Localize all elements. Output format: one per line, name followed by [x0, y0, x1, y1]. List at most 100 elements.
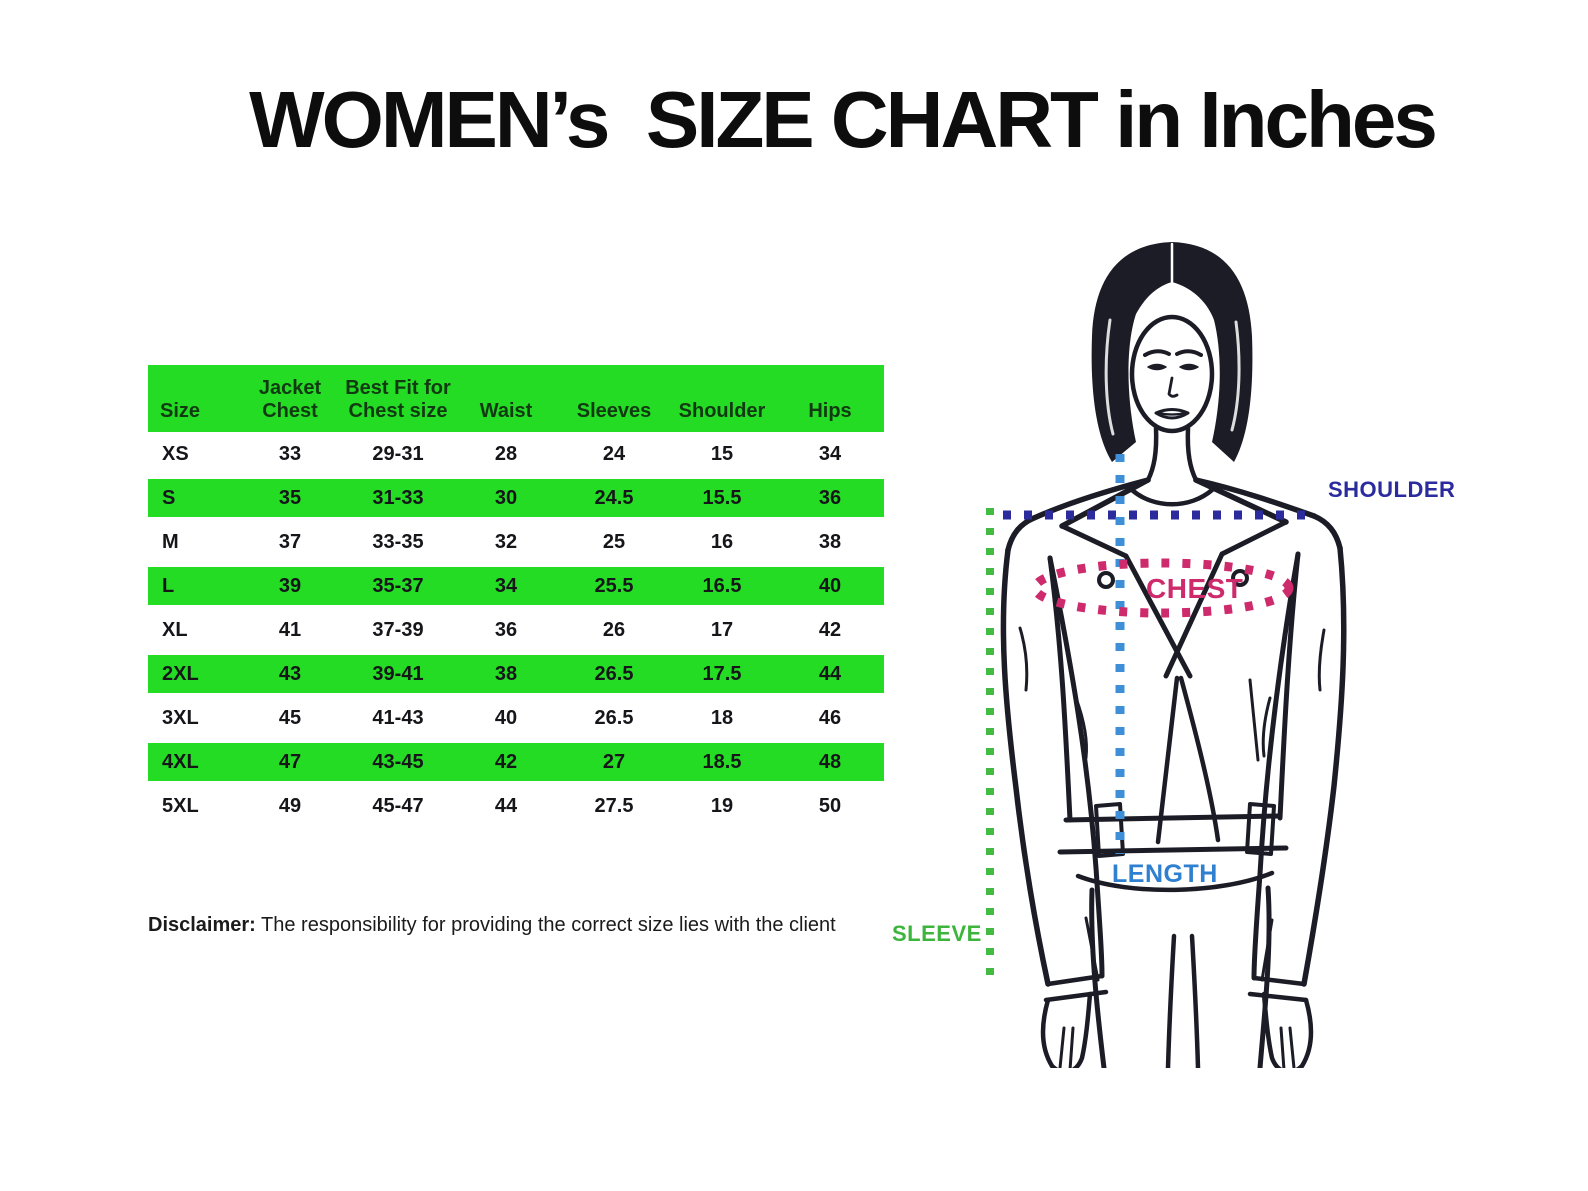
- cell-best-fit: 41-43: [372, 706, 424, 729]
- measurement-lines: [986, 454, 1316, 976]
- col-header-hips: Hips: [808, 400, 852, 422]
- cell-best-fit: 45-47: [372, 794, 424, 817]
- cell-jacket-chest: 35: [278, 486, 302, 509]
- cell-hips: 50: [818, 794, 842, 817]
- cell-sleeves: 27.5: [594, 794, 634, 817]
- cell-waist: 28: [494, 442, 518, 465]
- cell-shoulder: 16: [710, 530, 734, 553]
- table-row-l: L 39 35-37 34 25.5 16.5 40: [148, 564, 884, 608]
- cell-best-fit: 33-35: [372, 530, 424, 553]
- cell-size: L: [162, 574, 175, 597]
- cell-jacket-chest: 47: [278, 750, 302, 773]
- cell-best-fit: 37-39: [372, 618, 424, 641]
- chest-measure-ellipse: [1030, 558, 1294, 618]
- cell-best-fit: 43-45: [372, 750, 424, 773]
- cell-sleeves: 26: [602, 618, 626, 641]
- cell-hips: 36: [818, 486, 842, 509]
- cell-jacket-chest: 49: [278, 794, 302, 817]
- cell-waist: 44: [494, 794, 518, 817]
- cell-shoulder: 19: [710, 794, 734, 817]
- cell-jacket-chest: 41: [278, 618, 302, 641]
- cell-hips: 40: [818, 574, 842, 597]
- table-row-5xl: 5XL 49 45-47 44 27.5 19 50: [148, 784, 884, 828]
- cell-sleeves: 24.5: [594, 486, 634, 509]
- face: [1129, 314, 1215, 434]
- cell-size: XS: [162, 442, 189, 465]
- cell-waist: 34: [494, 574, 518, 597]
- cell-hips: 34: [818, 442, 842, 465]
- chest-label: CHEST: [1146, 573, 1244, 604]
- cell-jacket-chest: 39: [278, 574, 302, 597]
- cell-shoulder: 17.5: [702, 662, 742, 685]
- cell-sleeves: 25.5: [594, 574, 634, 597]
- cell-size: 2XL: [162, 662, 199, 685]
- cell-sleeves: 24: [602, 442, 626, 465]
- cell-shoulder: 18: [710, 706, 734, 729]
- cell-hips: 44: [818, 662, 842, 685]
- cell-hips: 46: [818, 706, 842, 729]
- cell-shoulder: 17: [710, 618, 734, 641]
- hands: [1040, 991, 1314, 1075]
- cell-waist: 36: [494, 618, 518, 641]
- cell-size: 5XL: [162, 794, 199, 817]
- table-row-xs: XS 33 29-31 28 24 15 34: [148, 432, 884, 476]
- woman-jacket-illustration: [986, 242, 1347, 1075]
- col-header-jacket-chest: Jacket Chest: [258, 377, 322, 422]
- cell-size: 4XL: [162, 750, 199, 773]
- cell-best-fit: 35-37: [372, 574, 424, 597]
- legs: [1075, 870, 1275, 1071]
- col-header-shoulder: Shoulder: [678, 400, 766, 422]
- size-table-header-row: Size Jacket Chest Best Fit for Chest siz…: [148, 365, 884, 432]
- neck-and-tee: [1129, 425, 1215, 507]
- cell-jacket-chest: 43: [278, 662, 302, 685]
- hair: [1091, 242, 1253, 462]
- disclaimer: Disclaimer: The responsibility for provi…: [148, 914, 948, 937]
- cell-shoulder: 16.5: [702, 574, 742, 597]
- cell-jacket-chest: 33: [278, 442, 302, 465]
- cell-hips: 42: [818, 618, 842, 641]
- cell-waist: 42: [494, 750, 518, 773]
- disclaimer-text: The responsibility for providing the cor…: [255, 914, 836, 936]
- figure-illustration-wrap: [950, 228, 1450, 1075]
- cell-jacket-chest: 37: [278, 530, 302, 553]
- cell-sleeves: 26.5: [594, 662, 634, 685]
- disclaimer-label: Disclaimer:: [148, 914, 256, 936]
- cell-hips: 48: [818, 750, 842, 773]
- cell-shoulder: 15: [710, 442, 734, 465]
- cell-hips: 38: [818, 530, 842, 553]
- table-row-4xl: 4XL 47 43-45 42 27 18.5 48: [148, 740, 884, 784]
- cell-size: 3XL: [162, 706, 199, 729]
- col-header-best-fit-line2: Chest size: [348, 400, 448, 422]
- cell-waist: 40: [494, 706, 518, 729]
- cell-waist: 30: [494, 486, 518, 509]
- cell-best-fit: 31-33: [372, 486, 424, 509]
- length-label: LENGTH: [1112, 860, 1218, 888]
- cell-waist: 38: [494, 662, 518, 685]
- cell-shoulder: 15.5: [702, 486, 742, 509]
- cell-best-fit: 29-31: [372, 442, 424, 465]
- table-row-m: M 37 33-35 32 25 16 38: [148, 520, 884, 564]
- col-header-best-fit-line1: Best Fit for: [345, 377, 451, 399]
- page-title: WOMEN’s SIZE CHART in Inches: [249, 75, 1438, 164]
- shoulder-label: SHOULDER: [1328, 477, 1456, 502]
- cell-sleeves: 27: [602, 750, 626, 773]
- table-row-s: S 35 31-33 30 24.5 15.5 36: [148, 476, 884, 520]
- cell-jacket-chest: 45: [278, 706, 302, 729]
- cell-sleeves: 26.5: [594, 706, 634, 729]
- col-header-size: Size: [160, 400, 201, 422]
- col-header-best-fit: Best Fit for Chest size: [344, 377, 452, 423]
- cell-best-fit: 39-41: [372, 662, 424, 685]
- size-table: Size Jacket Chest Best Fit for Chest siz…: [148, 365, 884, 828]
- cell-size: M: [162, 530, 179, 553]
- col-header-waist: Waist: [479, 400, 533, 422]
- table-row-2xl: 2XL 43 39-41 38 26.5 17.5 44: [148, 652, 884, 696]
- facial-features: [1143, 349, 1203, 420]
- jacket: [1000, 477, 1347, 1003]
- cell-waist: 32: [494, 530, 518, 553]
- cell-shoulder: 18.5: [702, 750, 742, 773]
- table-row-3xl: 3XL 45 41-43 40 26.5 18 46: [148, 696, 884, 740]
- sleeve-label: SLEEVE: [892, 921, 982, 946]
- table-row-xl: XL 41 37-39 36 26 17 42: [148, 608, 884, 652]
- cell-sleeves: 25: [602, 530, 626, 553]
- cell-size: XL: [162, 618, 188, 641]
